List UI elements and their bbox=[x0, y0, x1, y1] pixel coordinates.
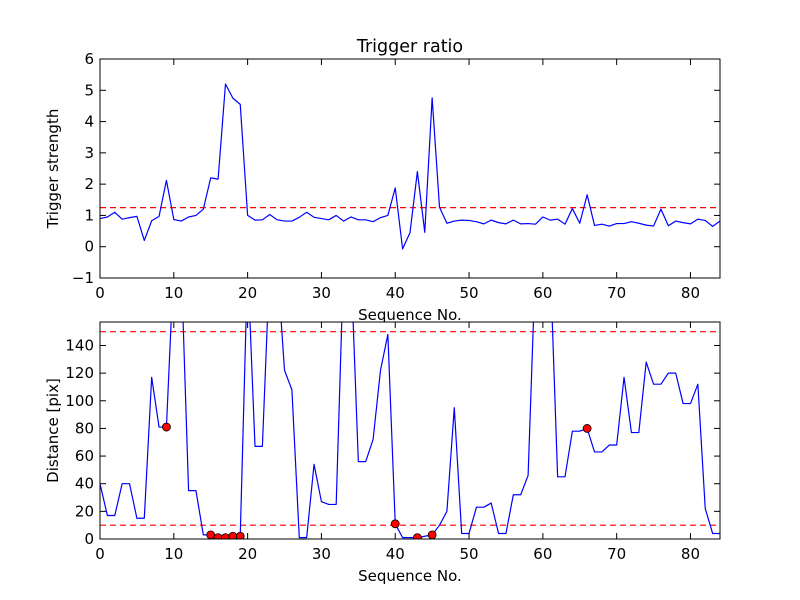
y-tick-label: 0 bbox=[84, 238, 94, 256]
data-point-marker bbox=[213, 533, 223, 539]
x-tick-label: 60 bbox=[533, 284, 552, 302]
plot-frame bbox=[99, 58, 721, 279]
plot-area bbox=[100, 59, 720, 278]
y-tick-label: 20 bbox=[75, 502, 94, 520]
x-tick-label: 70 bbox=[607, 545, 626, 563]
y-tick-label: 1 bbox=[84, 206, 94, 224]
y-tick-label: 80 bbox=[75, 419, 94, 437]
x-tick-label: 40 bbox=[386, 284, 405, 302]
data-point-marker bbox=[162, 422, 171, 432]
y-tick-label: 3 bbox=[84, 144, 94, 162]
data-point-marker bbox=[235, 531, 245, 539]
y-axis-label: Distance [pix] bbox=[44, 378, 62, 483]
y-tick-label: 6 bbox=[84, 50, 94, 68]
y-tick-label: 5 bbox=[84, 81, 94, 99]
plot-content bbox=[100, 83, 720, 250]
x-axis-label: Sequence No. bbox=[358, 567, 462, 585]
x-tick-label: 10 bbox=[164, 284, 183, 302]
y-tick-label: 140 bbox=[65, 336, 94, 354]
series-line bbox=[100, 83, 720, 250]
data-point-marker bbox=[206, 530, 216, 539]
y-tick-label: 60 bbox=[75, 447, 94, 465]
x-tick-label: 30 bbox=[312, 545, 331, 563]
y-tick-label: 40 bbox=[75, 475, 94, 493]
data-point-marker bbox=[221, 533, 230, 539]
x-tick-label: 50 bbox=[460, 545, 479, 563]
x-tick-label: 80 bbox=[681, 545, 700, 563]
x-tick-label: 60 bbox=[533, 545, 552, 563]
y-tick-label: 120 bbox=[65, 364, 94, 382]
x-tick-label: 0 bbox=[95, 545, 105, 563]
distance-panel: 0 10 20 30 40 50 60 70 80 0 20 40 60 80 100 120 140 Seque… bbox=[44, 321, 721, 585]
x-tick-label: 70 bbox=[607, 284, 626, 302]
data-point-marker bbox=[412, 533, 422, 539]
x-tick-label: 50 bbox=[460, 284, 479, 302]
y-axis-label: Trigger strength bbox=[44, 109, 62, 230]
x-axis-label: Sequence No. bbox=[358, 306, 462, 324]
y-tick-label: 2 bbox=[84, 175, 94, 193]
x-tick-label: 40 bbox=[386, 545, 405, 563]
data-point-marker bbox=[427, 530, 437, 539]
plot-frame bbox=[99, 321, 721, 540]
x-tick-label: 20 bbox=[238, 284, 257, 302]
x-tick-label: 80 bbox=[681, 284, 700, 302]
x-tick-label: 10 bbox=[164, 545, 183, 563]
data-point-marker bbox=[390, 519, 400, 529]
plot-content bbox=[100, 322, 720, 539]
chart-title: Trigger ratio bbox=[356, 37, 463, 57]
y-tick-label: −1 bbox=[72, 269, 94, 287]
plot-area bbox=[100, 322, 720, 539]
x-tick-label: 0 bbox=[95, 284, 105, 302]
x-tick-label: 30 bbox=[312, 284, 331, 302]
y-tick-label: 0 bbox=[84, 530, 94, 548]
y-tick-label: 4 bbox=[84, 113, 94, 131]
x-tick-label: 20 bbox=[238, 545, 257, 563]
data-point-marker bbox=[582, 424, 592, 433]
series-line bbox=[100, 322, 720, 539]
y-tick-label: 100 bbox=[65, 392, 94, 410]
